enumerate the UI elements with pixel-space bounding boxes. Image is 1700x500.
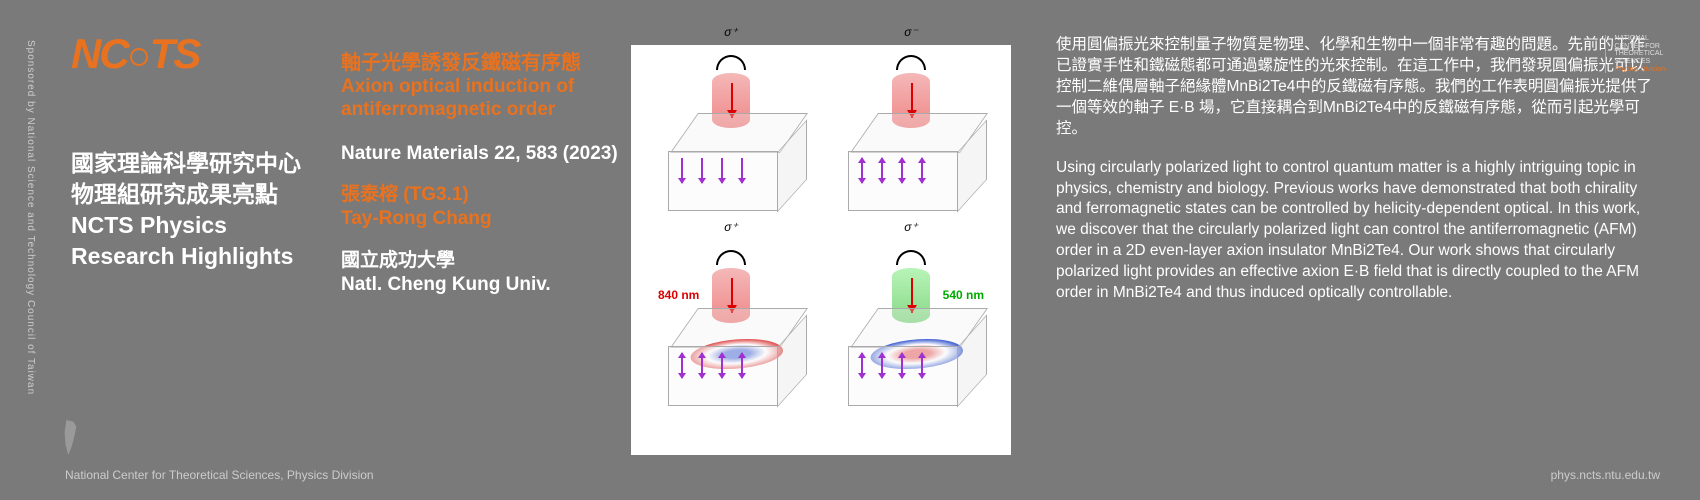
- corner-logo-line: THEORETICAL: [1614, 50, 1665, 58]
- taiwan-map-icon: [61, 420, 79, 455]
- rotation-arrow-icon: [716, 55, 746, 70]
- spin-arrow-icon: [721, 353, 723, 378]
- cube-diagram: σ⁻: [846, 103, 976, 203]
- figure-cell-top-right: σ⁻: [826, 60, 996, 245]
- sigma-plus-label: σ⁺: [904, 220, 918, 234]
- ncts-logo: NC TS: [71, 30, 331, 78]
- heading-en-2: Research Highlights: [71, 241, 331, 272]
- figure-cell-bottom-right: 540 nm σ⁺: [826, 255, 996, 440]
- figure-cell-top-left: σ⁺: [646, 60, 816, 245]
- rotation-arrow-icon: [716, 250, 746, 265]
- wavelength-540-label: 540 nm: [943, 288, 984, 302]
- spin-arrow-icon: [701, 158, 703, 183]
- left-column: NC TS 國家理論科學研究中心 物理組研究成果亮點 NCTS Physics R…: [41, 30, 331, 480]
- corner-logo: NATIONAL CENTER FOR THEORETICAL SCIENCES…: [1605, 35, 1665, 73]
- abstract-zh: 使用圓偏振光來控制量子物質是物理、化學和生物中一個非常有趣的問題。先前的工作已證…: [1056, 35, 1660, 140]
- logo-text-2: TS: [150, 30, 200, 77]
- abstract-en: Using circularly polarized light to cont…: [1056, 158, 1660, 304]
- globe-icon: [130, 48, 148, 66]
- heading-zh-1: 國家理論科學研究中心: [71, 148, 331, 179]
- heading-zh-2: 物理組研究成果亮點: [71, 179, 331, 210]
- spin-arrow-icon: [861, 158, 863, 183]
- spin-arrow-icon: [901, 353, 903, 378]
- corner-logo-line: NATIONAL: [1614, 35, 1665, 43]
- spin-arrow-icon: [881, 353, 883, 378]
- sponsor-text: Sponsored by National Science and Techno…: [20, 30, 41, 480]
- spin-arrow-icon: [741, 158, 743, 183]
- spin-arrow-icon: [721, 158, 723, 183]
- author-block: 張泰榕 (TG3.1) Tay-Rong Chang: [341, 183, 631, 231]
- paper-title-zh: 軸子光學誘發反鐵磁有序態: [341, 50, 631, 76]
- cube-diagram: 840 nm σ⁺: [666, 298, 796, 398]
- footer-left: National Center for Theoretical Sciences…: [65, 468, 374, 482]
- paper-title-en: Axion optical induction of antiferromagn…: [341, 76, 631, 122]
- sigma-minus-label: σ⁻: [904, 25, 918, 39]
- sigma-plus-label: σ⁺: [724, 25, 738, 39]
- author-en: Tay-Rong Chang: [341, 207, 631, 231]
- middle-column: 軸子光學誘發反鐵磁有序態 Axion optical induction of …: [331, 30, 631, 480]
- spin-arrow-icon: [741, 353, 743, 378]
- spin-arrow-icon: [881, 158, 883, 183]
- spin-arrow-icon: [921, 158, 923, 183]
- wavelength-840-label: 840 nm: [658, 288, 699, 302]
- rotation-arrow-icon: [896, 250, 926, 265]
- spin-arrow-icon: [681, 353, 683, 378]
- affil-en: Natl. Cheng Kung Univ.: [341, 273, 631, 297]
- spin-arrows: [861, 158, 923, 183]
- footer: National Center for Theoretical Sciences…: [65, 468, 1660, 482]
- figure-column: σ⁺: [631, 30, 1031, 480]
- author-zh: 張泰榕 (TG3.1): [341, 183, 631, 207]
- affiliation-block: 國立成功大學 Natl. Cheng Kung Univ.: [341, 249, 631, 297]
- spin-arrows: [861, 353, 923, 378]
- right-column: NATIONAL CENTER FOR THEORETICAL SCIENCES…: [1031, 30, 1660, 480]
- logo-text-1: NC: [71, 30, 128, 77]
- affil-zh: 國立成功大學: [341, 249, 631, 273]
- cube-diagram: σ⁺: [666, 103, 796, 203]
- heading-en-1: NCTS Physics: [71, 210, 331, 241]
- corner-logo-line: CENTER FOR: [1614, 43, 1665, 51]
- citation: Nature Materials 22, 583 (2023): [341, 142, 631, 166]
- main-heading: 國家理論科學研究中心 物理組研究成果亮點 NCTS Physics Resear…: [71, 148, 331, 272]
- spin-arrow-icon: [701, 353, 703, 378]
- figure-cell-bottom-left: 840 nm σ⁺: [646, 255, 816, 440]
- corner-logo-line: Physics Division: [1614, 66, 1665, 74]
- figure-panel: σ⁺: [631, 45, 1011, 455]
- spin-arrows: [681, 158, 743, 183]
- spin-arrow-icon: [681, 158, 683, 183]
- rotation-arrow-icon: [896, 55, 926, 70]
- spin-arrow-icon: [861, 353, 863, 378]
- sigma-plus-label: σ⁺: [724, 220, 738, 234]
- corner-logo-line: SCIENCES: [1614, 58, 1665, 66]
- cube-diagram: 540 nm σ⁺: [846, 298, 976, 398]
- spin-arrows: [681, 353, 743, 378]
- footer-right: phys.ncts.ntu.edu.tw: [1551, 468, 1660, 482]
- spin-arrow-icon: [921, 353, 923, 378]
- spin-arrow-icon: [901, 158, 903, 183]
- slide-container: Sponsored by National Science and Techno…: [0, 0, 1700, 500]
